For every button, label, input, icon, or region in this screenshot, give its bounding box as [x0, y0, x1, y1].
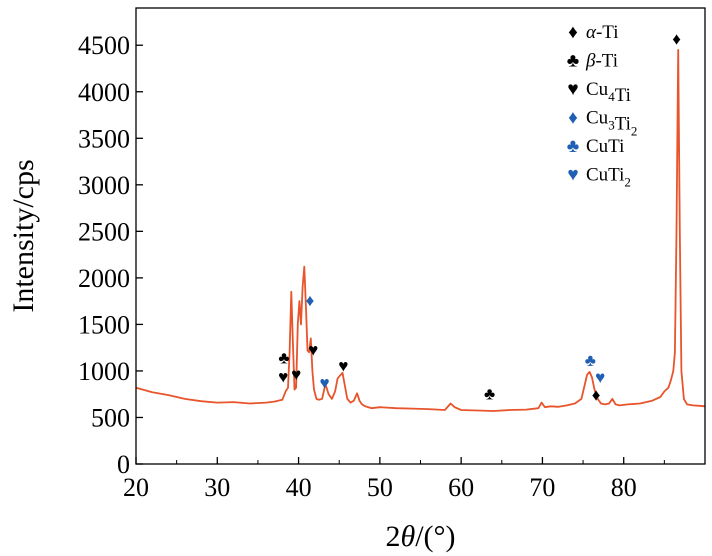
- legend-label: CuTi: [586, 136, 624, 157]
- y-axis-title: Intensity/cps: [7, 159, 40, 312]
- peak-marker: ♣: [278, 348, 289, 367]
- legend-label: β-Ti: [585, 51, 618, 72]
- x-tick-label: 20: [123, 473, 149, 502]
- x-tick-label: 60: [448, 473, 474, 502]
- x-tick-label: 50: [367, 473, 393, 502]
- y-tick-label: 1500: [78, 310, 130, 339]
- intensity-series-line: [135, 49, 706, 412]
- y-tick-label: 3000: [78, 171, 130, 200]
- peak-markers: ♦♣♥ ♥♥♥♦♥♣♣♥♦: [278, 30, 681, 405]
- y-ticks: 0 500 1000 1500 2000 2500 3000 3500 4000 4500: [78, 31, 143, 479]
- x-axis-title: 2θ/(°): [385, 520, 455, 553]
- x-tick-label: 40: [286, 473, 312, 502]
- y-tick-label: 2500: [78, 217, 130, 246]
- legend-marker: ♣: [567, 51, 579, 72]
- legend-label: CuTi2: [586, 165, 631, 190]
- peak-marker: ♥: [291, 365, 301, 384]
- peak-marker: ♥: [320, 374, 330, 393]
- plot-area: [135, 49, 706, 412]
- legend-marker: ♥: [567, 79, 578, 100]
- y-tick-label: 3500: [78, 124, 130, 153]
- y-tick-label: 4000: [78, 78, 130, 107]
- legend-label: Cu4Ti: [586, 79, 631, 106]
- legend: ♦ α-Ti ♣ β-Ti ♥ Cu4Ti ♦ Cu3Ti2 ♣ CuTi ♥ CuTi2: [567, 22, 638, 190]
- legend-marker: ♣: [567, 136, 579, 157]
- axes: [135, 7, 706, 465]
- legend-marker: ♦: [568, 108, 578, 129]
- peak-marker: ♥: [308, 341, 318, 360]
- plot-frame: [135, 7, 706, 465]
- peak-marker: ♦: [306, 291, 315, 310]
- peak-marker: ♦: [672, 30, 681, 49]
- y-tick-label: 1000: [78, 357, 130, 386]
- x-tick-label: 80: [611, 473, 637, 502]
- y-tick-label: 2000: [78, 264, 130, 293]
- x-tick-label: 30: [204, 473, 230, 502]
- legend-label: Cu3Ti2: [586, 108, 637, 139]
- y-tick-label: 0: [117, 450, 130, 479]
- legend-label: α-Ti: [586, 22, 619, 43]
- y-tick-label: 500: [91, 403, 130, 432]
- peak-marker: ♥: [595, 368, 605, 387]
- x-tick-label: 70: [529, 473, 555, 502]
- peak-marker: ♥: [338, 356, 348, 375]
- peak-marker: ♥: [278, 368, 288, 387]
- y-tick-label: 4500: [78, 31, 130, 60]
- legend-marker: ♦: [568, 22, 578, 43]
- legend-marker: ♥: [567, 165, 578, 186]
- peak-marker: ♣: [585, 351, 596, 370]
- peak-marker: ♣: [484, 385, 495, 404]
- x-ticks: 20 30 40 50 60 70 80: [123, 457, 665, 502]
- peak-marker: ♦: [592, 386, 601, 405]
